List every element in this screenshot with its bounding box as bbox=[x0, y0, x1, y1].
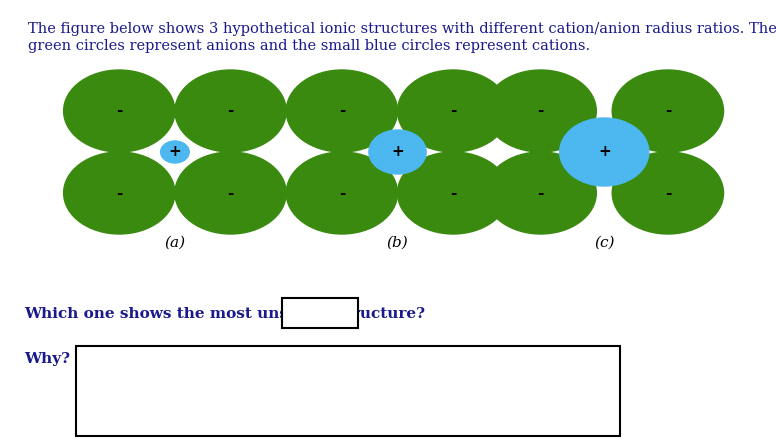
Text: +: + bbox=[168, 145, 182, 160]
Ellipse shape bbox=[612, 70, 723, 152]
Text: -: - bbox=[116, 186, 123, 201]
Ellipse shape bbox=[64, 70, 175, 152]
Text: -: - bbox=[538, 186, 544, 201]
Ellipse shape bbox=[559, 118, 649, 186]
Text: green circles represent anions and the small blue circles represent cations.: green circles represent anions and the s… bbox=[28, 39, 590, 53]
Ellipse shape bbox=[64, 152, 175, 234]
Text: -: - bbox=[665, 186, 671, 201]
Text: (b): (b) bbox=[386, 236, 408, 250]
Text: -: - bbox=[338, 186, 345, 201]
Text: -: - bbox=[450, 103, 456, 118]
Text: Which one shows the most unstable structure?: Which one shows the most unstable struct… bbox=[24, 308, 424, 321]
Ellipse shape bbox=[286, 70, 397, 152]
Ellipse shape bbox=[485, 152, 596, 234]
Text: +: + bbox=[598, 145, 611, 160]
Text: -: - bbox=[116, 103, 123, 118]
Text: -: - bbox=[227, 103, 234, 118]
Bar bbox=[75, 346, 620, 436]
Text: Why?: Why? bbox=[24, 353, 70, 366]
Ellipse shape bbox=[286, 152, 397, 234]
Ellipse shape bbox=[161, 141, 189, 163]
Text: -: - bbox=[227, 186, 234, 201]
Ellipse shape bbox=[369, 130, 426, 174]
Text: -: - bbox=[665, 103, 671, 118]
Text: (a): (a) bbox=[165, 236, 185, 250]
Ellipse shape bbox=[175, 152, 286, 234]
Text: +: + bbox=[391, 145, 404, 160]
Ellipse shape bbox=[397, 70, 509, 152]
Text: -: - bbox=[338, 103, 345, 118]
Text: -: - bbox=[450, 186, 456, 201]
Ellipse shape bbox=[175, 70, 286, 152]
Ellipse shape bbox=[485, 70, 596, 152]
Text: (c): (c) bbox=[594, 236, 615, 250]
Ellipse shape bbox=[612, 152, 723, 234]
Ellipse shape bbox=[397, 152, 509, 234]
Bar bbox=[282, 298, 358, 328]
Text: -: - bbox=[538, 103, 544, 118]
Text: The figure below shows 3 hypothetical ionic structures with different cation/ani: The figure below shows 3 hypothetical io… bbox=[28, 22, 776, 36]
